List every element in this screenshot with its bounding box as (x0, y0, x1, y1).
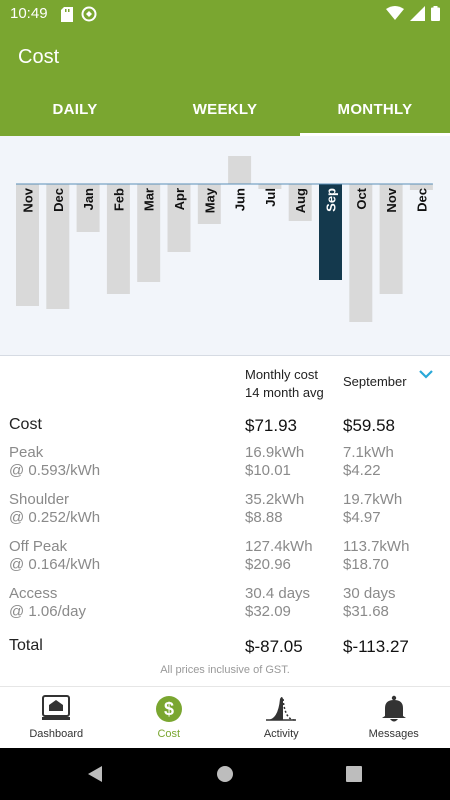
avg-usage: 16.9kWh (245, 444, 305, 461)
home-icon[interactable] (216, 765, 234, 783)
activity-icon (266, 697, 297, 721)
chevron-down-icon[interactable] (418, 368, 434, 380)
month-value: $59.58 (343, 416, 395, 435)
avg-cost: $32.09 (245, 603, 291, 620)
chart-month-label: Sep (324, 188, 339, 212)
avg-cost: $10.01 (245, 462, 291, 479)
chart-month-label: Nov (21, 187, 36, 212)
row-label: Cost (9, 416, 42, 433)
chart-bar-14[interactable] (409, 184, 433, 190)
row-rate: @ 0.593/kWh (9, 462, 101, 479)
chart-month-label: Oct (354, 187, 369, 209)
chart-bar-4[interactable] (106, 184, 130, 294)
month-cost: $4.97 (343, 509, 381, 526)
month-usage: 19.7kWh (343, 491, 403, 508)
row-rate: @ 1.06/day (9, 603, 86, 620)
dollar-icon: $ (155, 696, 182, 722)
avg-value: $71.93 (245, 416, 297, 435)
month-selector[interactable]: September (343, 374, 407, 389)
chart-bar-8[interactable] (228, 156, 252, 184)
column-header-avg: Monthly cost 14 month avg (245, 366, 324, 402)
chart-month-label: Mar (142, 188, 157, 211)
chart-bar-13[interactable] (379, 184, 403, 294)
chart-bar-12[interactable] (349, 184, 373, 322)
nav-label: Activity (263, 728, 299, 740)
avg-days: 30.4 days (245, 585, 311, 602)
row-label: Shoulder (9, 491, 70, 508)
status-bar: 10:49 (0, 0, 450, 28)
chart-month-label: May (202, 187, 217, 213)
chart-month-label: Nov (384, 187, 399, 212)
month-cost: $18.70 (343, 556, 389, 573)
row-rate: @ 0.252/kWh (9, 509, 101, 526)
status-time: 10:49 (10, 5, 48, 22)
nav-dashboard[interactable]: Dashboard (0, 687, 113, 748)
avg-cost: $20.96 (245, 556, 291, 573)
avg-total: $-87.05 (245, 637, 303, 656)
app-bar: Cost (0, 28, 450, 86)
chart-bar-1[interactable] (16, 184, 39, 306)
chart-month-label: Jun (233, 188, 248, 211)
signal-icon (410, 6, 425, 21)
month-usage: 113.7kWh (343, 538, 410, 555)
chart-bar-6[interactable] (167, 184, 191, 252)
wifi-icon (386, 6, 404, 20)
avg-cost: $8.88 (245, 509, 283, 526)
tab-monthly[interactable]: MONTHLY (300, 86, 450, 136)
row-rate: @ 0.164/kWh (9, 556, 101, 573)
month-cost: $4.22 (343, 462, 381, 479)
month-total: $-113.27 (343, 637, 409, 656)
chart-month-label: Apr (172, 188, 187, 210)
month-days: 30 days (343, 585, 396, 602)
avg-usage: 127.4kWh (245, 538, 313, 555)
chart-bar-5[interactable] (137, 184, 161, 282)
battery-icon (431, 6, 440, 21)
back-icon[interactable] (86, 765, 104, 783)
chart-month-label: Aug (293, 188, 308, 213)
row-label: Peak (9, 444, 44, 461)
month-cost: $31.68 (343, 603, 389, 620)
nav-label: Dashboard (29, 728, 84, 740)
nav-label: Messages (368, 728, 419, 740)
bell-icon (381, 695, 406, 722)
page-title: Cost (18, 46, 60, 68)
svg-text:$: $ (164, 699, 174, 719)
chart-bar-3[interactable] (76, 184, 100, 232)
sync-icon (81, 6, 97, 22)
chart-bar-2[interactable] (46, 184, 70, 309)
tab-weekly[interactable]: WEEKLY (192, 101, 258, 118)
recents-icon[interactable] (346, 766, 362, 782)
row-label: Access (9, 585, 58, 602)
avg-usage: 35.2kWh (245, 491, 305, 508)
chart-month-label: Dec (414, 188, 429, 212)
nav-cost[interactable]: $ Cost (113, 687, 226, 748)
row-label: Off Peak (9, 538, 68, 555)
chart-month-label: Dec (51, 188, 66, 212)
tab-daily[interactable]: DAILY (52, 101, 98, 118)
chart-bar-7[interactable] (197, 184, 221, 224)
nav-activity[interactable]: Activity (225, 687, 338, 748)
chart-bar-10[interactable] (288, 184, 312, 221)
chart-svg: Nov Dec Jan Feb Mar Apr May Jun Jul Aug Sep Oct Nov D… (16, 156, 433, 322)
nav-label: Cost (157, 728, 181, 740)
system-nav-bar (0, 748, 450, 800)
chart-bar-9[interactable] (258, 184, 282, 189)
tab-bar: DAILY WEEKLY MONTHLY (0, 86, 450, 136)
monthly-cost-chart: Nov Dec Jan Feb Mar Apr May Jun Jul Aug Sep Oct Nov D… (0, 136, 450, 356)
column-header-avg-line1: Monthly cost (245, 367, 318, 382)
month-usage: 7.1kWh (343, 444, 394, 461)
bottom-nav: Dashboard $ Cost Activity Messages (0, 686, 450, 748)
sd-card-icon (61, 6, 73, 22)
column-header-avg-line2: 14 month avg (245, 385, 324, 400)
nav-messages[interactable]: Messages (338, 687, 450, 748)
gst-note: All prices inclusive of GST. (160, 664, 290, 676)
chart-month-label: Feb (111, 188, 126, 211)
dashboard-icon (42, 695, 71, 720)
chart-month-label: Jan (81, 188, 96, 210)
chart-month-label: Jul (263, 188, 278, 207)
row-label: Total (9, 637, 43, 654)
chart-bar-11[interactable] (319, 184, 342, 280)
